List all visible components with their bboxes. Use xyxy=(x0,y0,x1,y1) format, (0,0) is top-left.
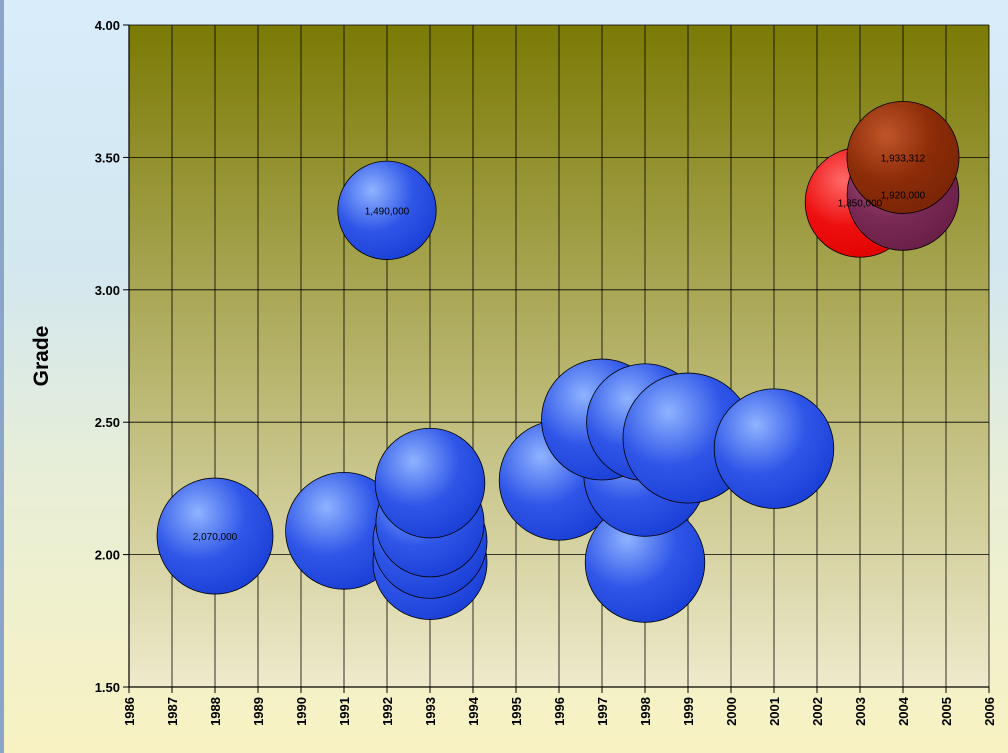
y-tick-label: 3.50 xyxy=(95,150,120,165)
bubble-point xyxy=(337,160,437,260)
bubble-data-label: 1,490,000 xyxy=(365,206,410,217)
y-tick-label: 2.50 xyxy=(95,415,120,430)
bubble-data-label: 1,850,000 xyxy=(838,198,883,209)
x-tick-label: 1988 xyxy=(208,697,223,726)
x-tick-label: 2001 xyxy=(767,697,782,726)
bubble-data-label: 2,070,000 xyxy=(193,532,238,543)
y-tick-label: 3.00 xyxy=(95,283,120,298)
bubble-point xyxy=(156,477,274,595)
axes: 1.50 2.00 2.50 3.00 3.50 4.00 1986 1987 1988 1989… xyxy=(95,18,997,726)
x-tick-label: 1995 xyxy=(509,697,524,726)
bubble-data-label: 1,933,312 xyxy=(881,153,926,164)
x-tick-label: 2003 xyxy=(853,697,868,726)
x-tick-label: 1997 xyxy=(595,697,610,726)
x-tick-label: 1992 xyxy=(380,697,395,726)
x-tick-label: 2000 xyxy=(724,697,739,726)
y-axis-title: Grade xyxy=(30,326,53,387)
bubble-data-label: 1,920,000 xyxy=(881,190,926,201)
x-tick-label: 1999 xyxy=(681,697,696,726)
x-tick-label: 2004 xyxy=(896,696,911,726)
bubble-point xyxy=(713,388,835,509)
x-tick-label: 1996 xyxy=(552,697,567,726)
bubble-point xyxy=(846,100,960,214)
x-tick-label: 1989 xyxy=(251,697,266,726)
x-tick-label: 1986 xyxy=(122,697,137,726)
x-tick-label: 1998 xyxy=(638,697,653,726)
x-tick-label: 1993 xyxy=(423,697,438,726)
bubble-point xyxy=(374,427,486,539)
y-tick-label: 4.00 xyxy=(95,18,120,33)
x-tick-label: 1990 xyxy=(294,697,309,726)
x-tick-label: 2002 xyxy=(810,697,825,726)
x-tick-label: 2005 xyxy=(939,697,954,726)
y-tick-label: 2.00 xyxy=(95,548,120,563)
x-tick-label: 1991 xyxy=(337,697,352,726)
x-tick-label: 2006 xyxy=(982,697,997,726)
x-tick-label: 1994 xyxy=(466,696,481,726)
y-tick-label: 1.50 xyxy=(95,680,120,695)
x-tick-label: 1987 xyxy=(165,697,180,726)
